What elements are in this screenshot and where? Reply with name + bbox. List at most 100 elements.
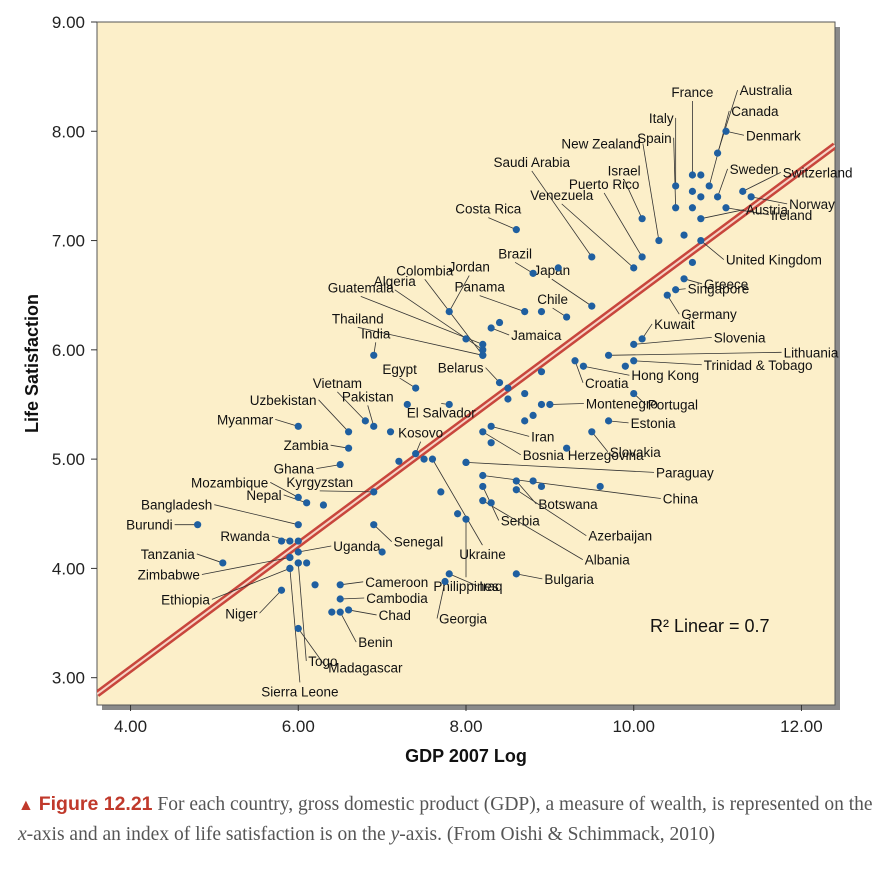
- point-label: Montenegro: [586, 396, 658, 411]
- point-label: Norway: [789, 197, 835, 212]
- leader-line: [196, 553, 223, 564]
- point-label: El Salvador: [407, 405, 477, 420]
- data-point: [294, 548, 302, 556]
- data-point: [588, 428, 596, 436]
- data-point: [336, 608, 344, 616]
- leader-line: [298, 545, 332, 553]
- point-label: Botswana: [538, 497, 598, 512]
- data-point: [462, 335, 470, 343]
- data-point: [437, 488, 445, 496]
- point-label: Burundi: [126, 518, 173, 533]
- leader-line: [339, 611, 357, 643]
- point-label: Lithuania: [784, 345, 839, 360]
- point-label: Senegal: [394, 535, 444, 550]
- leader-line: [491, 425, 530, 437]
- leader-line: [751, 196, 788, 205]
- leader-line: [318, 399, 349, 433]
- leader-line: [725, 207, 770, 216]
- point-label: Denmark: [746, 128, 801, 143]
- y-tick-label: 4.00: [52, 559, 85, 578]
- point-label: Singapore: [688, 282, 750, 297]
- data-point: [596, 482, 604, 491]
- data-point: [479, 351, 487, 359]
- leader-line: [373, 524, 393, 542]
- data-point: [655, 236, 663, 245]
- leader-line: [633, 336, 712, 345]
- leader-line: [340, 581, 364, 586]
- leader-line: [348, 609, 377, 616]
- data-point: [529, 269, 537, 277]
- data-point: [294, 493, 302, 501]
- data-point: [303, 499, 311, 507]
- caption-y-italic: y: [390, 824, 400, 845]
- leader-line: [673, 137, 677, 208]
- point-label: Chile: [537, 292, 568, 307]
- data-point: [412, 450, 420, 458]
- fit-line: [97, 142, 835, 697]
- point-label: China: [663, 492, 699, 507]
- data-point: [294, 422, 302, 430]
- leader-line: [319, 490, 374, 493]
- data-point: [479, 482, 487, 491]
- data-point: [294, 624, 302, 633]
- triangle-icon: ▲: [18, 797, 34, 814]
- data-point: [277, 537, 286, 545]
- point-label: Madagascar: [328, 661, 403, 676]
- point-label: Chad: [379, 608, 411, 623]
- data-point: [487, 324, 495, 332]
- data-point: [294, 537, 302, 545]
- caption-text-3: -axis. (From Oishi & Schimmack, 2010): [399, 824, 715, 845]
- leader-line: [275, 418, 299, 427]
- y-tick-label: 5.00: [52, 450, 85, 469]
- data-point: [344, 606, 353, 614]
- point-label: France: [671, 85, 713, 100]
- data-point: [529, 411, 537, 420]
- data-point: [412, 384, 420, 392]
- data-point: [445, 307, 453, 316]
- data-point: [663, 291, 671, 299]
- data-point: [697, 236, 705, 245]
- data-point: [445, 400, 453, 409]
- leader-line: [259, 589, 282, 614]
- point-label: Nepal: [246, 488, 281, 503]
- leader-line: [516, 480, 537, 505]
- point-label: Zambia: [284, 438, 330, 453]
- data-point: [428, 455, 437, 463]
- point-label: Rwanda: [220, 529, 270, 544]
- point-label: Portugal: [648, 398, 698, 413]
- data-point: [277, 586, 286, 594]
- data-point: [395, 457, 403, 465]
- point-label: Thailand: [332, 311, 384, 326]
- data-point: [537, 307, 546, 316]
- leader-line: [367, 405, 375, 427]
- point-label: Ghana: [274, 462, 315, 477]
- leader-line: [516, 573, 543, 580]
- data-point: [521, 307, 529, 316]
- data-point: [537, 482, 546, 491]
- point-label: Kosovo: [398, 426, 443, 441]
- point-label: Australia: [740, 83, 793, 98]
- data-point: [294, 521, 302, 529]
- data-point: [445, 570, 453, 578]
- point-label: Switzerland: [783, 165, 853, 180]
- data-point: [579, 362, 588, 370]
- data-point: [537, 368, 546, 376]
- leader-line: [549, 403, 584, 405]
- point-label: Albania: [585, 553, 631, 568]
- point-label: Israel: [608, 164, 641, 179]
- point-label: Algeria: [374, 274, 417, 289]
- leader-line: [666, 294, 680, 315]
- data-point: [479, 346, 487, 354]
- data-point: [638, 215, 646, 223]
- data-point: [286, 537, 294, 545]
- data-point: [638, 335, 646, 343]
- data-point: [722, 127, 730, 135]
- x-axis-title: GDP 2007 Log: [405, 746, 527, 766]
- data-point: [512, 477, 520, 485]
- leader-line: [561, 203, 634, 269]
- point-label: Egypt: [382, 362, 417, 377]
- leader-line: [608, 351, 782, 356]
- leader-line: [360, 296, 483, 345]
- data-point: [747, 193, 755, 201]
- leader-line: [448, 275, 470, 312]
